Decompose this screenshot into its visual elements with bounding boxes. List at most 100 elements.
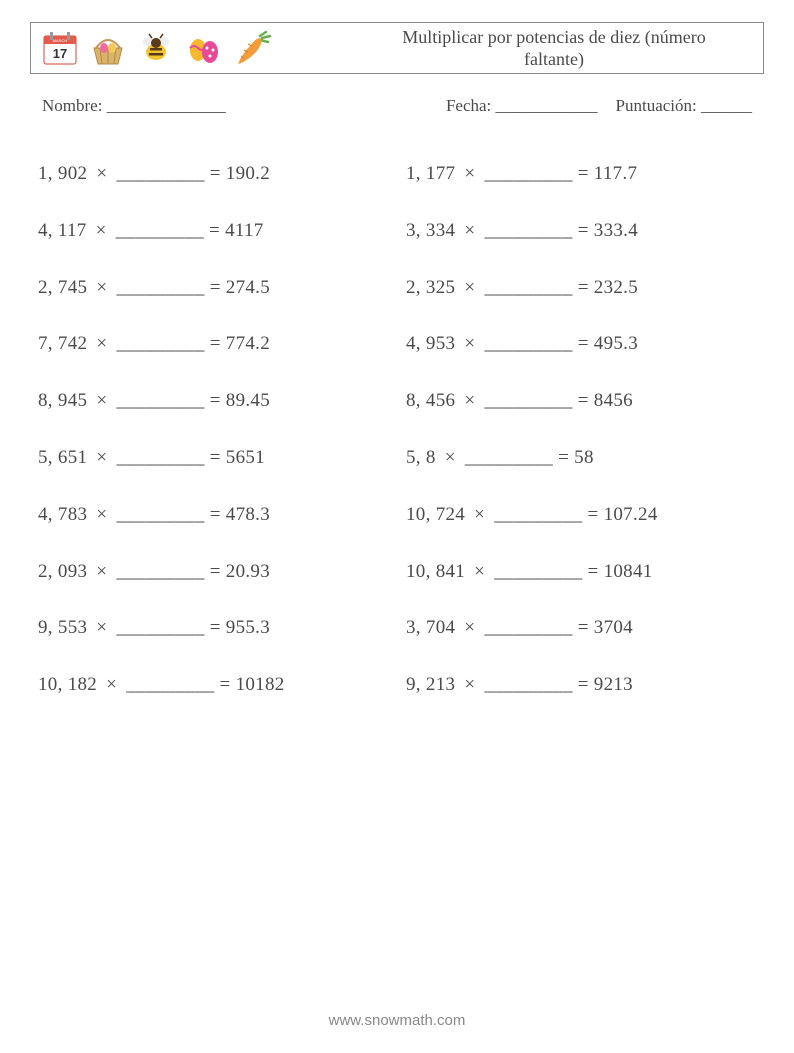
result: 10841 bbox=[604, 561, 653, 582]
score-label: Puntuación: bbox=[616, 96, 697, 115]
name-label: Nombre: bbox=[42, 96, 102, 115]
result: 58 bbox=[574, 447, 594, 468]
operand-a: 1, 902 bbox=[38, 163, 87, 184]
equals-sign: = bbox=[588, 561, 599, 582]
multiply-sign: × bbox=[455, 390, 484, 411]
problem-row: 8, 945 × _________ = 89.45 bbox=[38, 373, 388, 430]
equals-sign: = bbox=[210, 390, 221, 411]
multiply-sign: × bbox=[455, 333, 484, 354]
bee-icon bbox=[135, 27, 177, 69]
problem-row: 2, 745 × _________ = 274.5 bbox=[38, 260, 388, 317]
score-blank: ______ bbox=[701, 96, 752, 115]
problem-row: 2, 325 × _________ = 232.5 bbox=[406, 260, 756, 317]
multiply-sign: × bbox=[87, 561, 116, 582]
operand-a: 4, 117 bbox=[38, 220, 87, 241]
carrot-icon bbox=[231, 27, 273, 69]
blank: _________ bbox=[116, 504, 204, 525]
operand-a: 2, 745 bbox=[38, 277, 87, 298]
result: 232.5 bbox=[594, 277, 638, 298]
result: 8456 bbox=[594, 390, 633, 411]
multiply-sign: × bbox=[97, 674, 126, 695]
equals-sign: = bbox=[210, 561, 221, 582]
operand-a: 10, 724 bbox=[406, 504, 465, 525]
equals-sign: = bbox=[210, 277, 221, 298]
multiply-sign: × bbox=[87, 220, 116, 241]
svg-text:17: 17 bbox=[53, 46, 67, 61]
footer: www.snowmath.com bbox=[0, 1012, 794, 1029]
blank: _________ bbox=[494, 561, 582, 582]
equals-sign: = bbox=[578, 617, 589, 638]
blank: _________ bbox=[116, 220, 204, 241]
operand-a: 10, 182 bbox=[38, 674, 97, 695]
multiply-sign: × bbox=[455, 163, 484, 184]
blank: _________ bbox=[116, 617, 204, 638]
result: 274.5 bbox=[226, 277, 270, 298]
result: 478.3 bbox=[226, 504, 270, 525]
blank: _________ bbox=[116, 447, 204, 468]
operand-a: 1, 177 bbox=[406, 163, 455, 184]
equals-sign: = bbox=[209, 220, 220, 241]
operand-a: 7, 742 bbox=[38, 333, 87, 354]
problem-row: 4, 953 × _________ = 495.3 bbox=[406, 316, 756, 373]
blank: _________ bbox=[116, 333, 204, 354]
equals-sign: = bbox=[210, 617, 221, 638]
blank: _________ bbox=[484, 333, 572, 354]
equals-sign: = bbox=[220, 674, 231, 695]
problem-row: 4, 783 × _________ = 478.3 bbox=[38, 487, 388, 544]
operand-a: 4, 953 bbox=[406, 333, 455, 354]
result: 955.3 bbox=[226, 617, 270, 638]
problem-row: 10, 182 × _________ = 10182 bbox=[38, 657, 388, 714]
equals-sign: = bbox=[578, 390, 589, 411]
equals-sign: = bbox=[210, 163, 221, 184]
problem-row: 1, 902 × _________ = 190.2 bbox=[38, 146, 388, 203]
result: 117.7 bbox=[594, 163, 638, 184]
score-field: Puntuación: ______ bbox=[616, 96, 752, 116]
operand-a: 3, 704 bbox=[406, 617, 455, 638]
multiply-sign: × bbox=[87, 447, 116, 468]
multiply-sign: × bbox=[87, 617, 116, 638]
operand-a: 8, 456 bbox=[406, 390, 455, 411]
equals-sign: = bbox=[210, 504, 221, 525]
result: 4117 bbox=[225, 220, 264, 241]
blank: _________ bbox=[465, 447, 553, 468]
operand-a: 9, 553 bbox=[38, 617, 87, 638]
problem-row: 9, 213 × _________ = 9213 bbox=[406, 657, 756, 714]
blank: _________ bbox=[484, 390, 572, 411]
date-field: Fecha: ____________ bbox=[446, 96, 598, 116]
multiply-sign: × bbox=[87, 163, 116, 184]
multiply-sign: × bbox=[455, 220, 484, 241]
blank: _________ bbox=[116, 390, 204, 411]
blank: _________ bbox=[494, 504, 582, 525]
problems-grid: 1, 902 × _________ = 190.2 1, 177 × _____… bbox=[38, 146, 756, 714]
result: 9213 bbox=[594, 674, 633, 695]
multiply-sign: × bbox=[436, 447, 465, 468]
problem-row: 10, 841 × _________ = 10841 bbox=[406, 544, 756, 601]
equals-sign: = bbox=[578, 220, 589, 241]
result: 20.93 bbox=[226, 561, 270, 582]
operand-a: 4, 783 bbox=[38, 504, 87, 525]
operand-a: 8, 945 bbox=[38, 390, 87, 411]
name-field: Nombre: ______________ bbox=[42, 96, 226, 116]
equals-sign: = bbox=[210, 333, 221, 354]
header-box: 17 MARCH bbox=[30, 22, 764, 74]
equals-sign: = bbox=[578, 163, 589, 184]
problem-row: 1, 177 × _________ = 117.7 bbox=[406, 146, 756, 203]
equals-sign: = bbox=[588, 504, 599, 525]
equals-sign: = bbox=[578, 277, 589, 298]
problem-row: 2, 093 × _________ = 20.93 bbox=[38, 544, 388, 601]
equals-sign: = bbox=[210, 447, 221, 468]
operand-a: 2, 093 bbox=[38, 561, 87, 582]
result: 495.3 bbox=[594, 333, 638, 354]
blank: _________ bbox=[484, 163, 572, 184]
problem-row: 10, 724 × _________ = 107.24 bbox=[406, 487, 756, 544]
blank: _________ bbox=[484, 674, 572, 695]
result: 107.24 bbox=[604, 504, 658, 525]
title-line-2: faltante) bbox=[353, 48, 755, 71]
problem-row: 3, 704 × _________ = 3704 bbox=[406, 600, 756, 657]
multiply-sign: × bbox=[87, 390, 116, 411]
blank: _________ bbox=[116, 277, 204, 298]
blank: _________ bbox=[484, 617, 572, 638]
blank: _________ bbox=[116, 163, 204, 184]
multiply-sign: × bbox=[87, 504, 116, 525]
problem-row: 8, 456 × _________ = 8456 bbox=[406, 373, 756, 430]
